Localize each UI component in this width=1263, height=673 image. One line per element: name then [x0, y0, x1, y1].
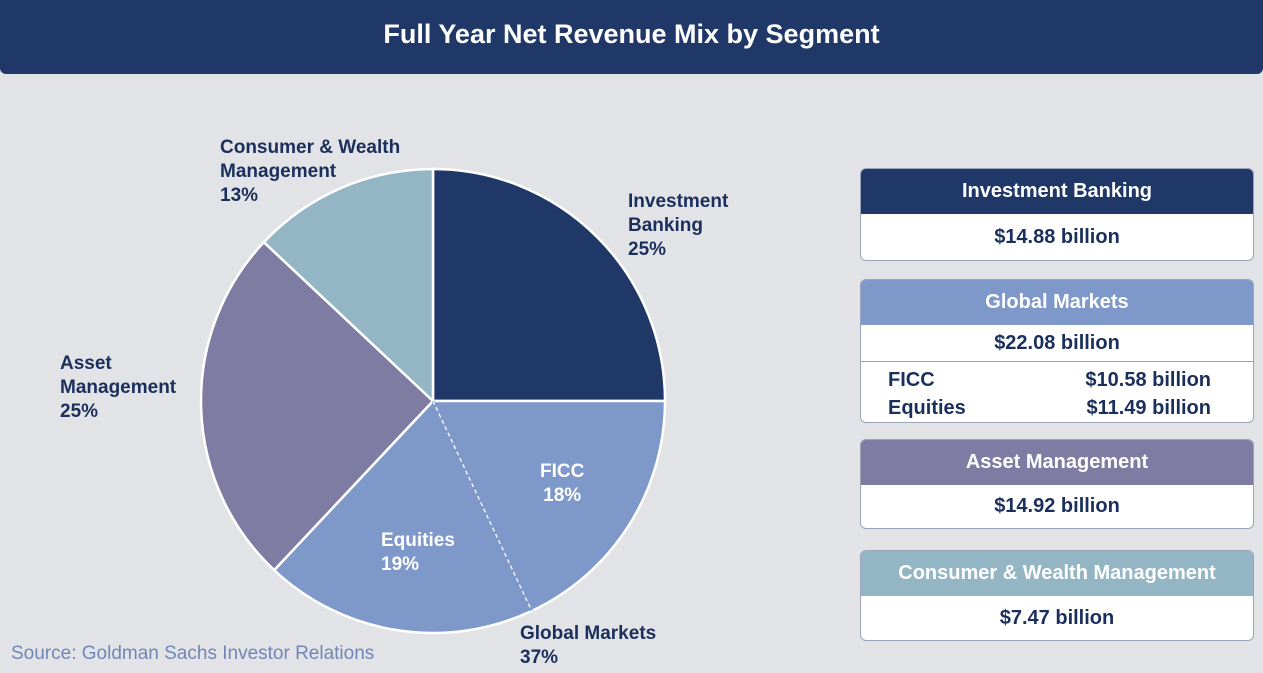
pie-slice-ficc [431, 399, 667, 613]
label-ficc: FICC 18% [540, 460, 584, 508]
label-global-markets-line1: Global Markets [520, 623, 657, 644]
card-global-markets-value: $22.08 billion [994, 331, 1120, 354]
label-equities-line1: Equities [381, 530, 455, 551]
label-consumer-wealth-pct: 13% [220, 185, 259, 206]
pie-slice-equities [272, 398, 534, 635]
card-investment-banking: Investment Banking $14.88 billion [860, 168, 1254, 261]
label-asset-management-pct: 25% [60, 401, 99, 422]
label-consumer-wealth-line2: Management [220, 161, 337, 182]
label-investment-banking-line1: Investment [628, 191, 729, 212]
card-global-markets: Global Markets $22.08 billion FICC $10.5… [860, 279, 1254, 423]
label-ficc-line1: FICC [540, 461, 585, 482]
label-global-markets-pct: 37% [520, 647, 559, 668]
card-consumer-wealth-value: $7.47 billion [999, 606, 1115, 629]
pie-slice-asset-management [199, 240, 435, 572]
label-consumer-wealth-line1: Consumer & Wealth [220, 137, 401, 158]
breakdown-ficc-label: FICC [888, 368, 935, 391]
source-note: Source: Goldman Sachs Investor Relations [11, 643, 375, 664]
card-investment-banking-title: Investment Banking [861, 169, 1253, 214]
breakdown-equities-label: Equities [888, 396, 966, 419]
label-asset-management-line1: Asset [60, 353, 112, 374]
label-consumer-wealth: Consumer & Wealth Management 13% [220, 136, 400, 208]
label-equities-pct: 19% [381, 554, 420, 575]
label-asset-management-line2: Management [60, 377, 177, 398]
breakdown-row-ficc: FICC $10.58 billion [861, 366, 1253, 394]
card-global-markets-breakdown: FICC $10.58 billion Equities $11.49 bill… [861, 361, 1253, 422]
pie-slice-consumer-wealth-management [262, 167, 435, 404]
title-banner: Full Year Net Revenue Mix by Segment [0, 0, 1263, 74]
label-equities: Equities 19% [381, 529, 455, 577]
pie-slice-investment-banking [431, 167, 667, 403]
label-ficc-pct: 18% [543, 485, 582, 506]
card-asset-management-title: Asset Management [861, 440, 1253, 485]
label-global-markets: Global Markets 37% [520, 622, 656, 670]
card-consumer-wealth-title: Consumer & Wealth Management [861, 551, 1253, 596]
card-consumer-wealth: Consumer & Wealth Management $7.47 billi… [860, 550, 1254, 641]
card-investment-banking-value: $14.88 billion [994, 225, 1120, 248]
pie-chart [199, 167, 667, 635]
label-investment-banking-pct: 25% [628, 239, 667, 260]
breakdown-ficc-value: $10.58 billion [1085, 368, 1211, 391]
label-investment-banking: Investment Banking 25% [628, 190, 728, 262]
ficc-equities-divider [432, 400, 533, 612]
page-title: Full Year Net Revenue Mix by Segment [383, 18, 880, 49]
card-asset-management: Asset Management $14.92 billion [860, 439, 1254, 529]
card-global-markets-title: Global Markets [861, 280, 1253, 325]
breakdown-equities-value: $11.49 billion [1086, 396, 1211, 419]
breakdown-row-equities: Equities $11.49 billion [861, 394, 1253, 422]
label-asset-management: Asset Management 25% [60, 352, 176, 424]
label-investment-banking-line2: Banking [628, 215, 703, 236]
card-asset-management-value: $14.92 billion [994, 495, 1120, 517]
